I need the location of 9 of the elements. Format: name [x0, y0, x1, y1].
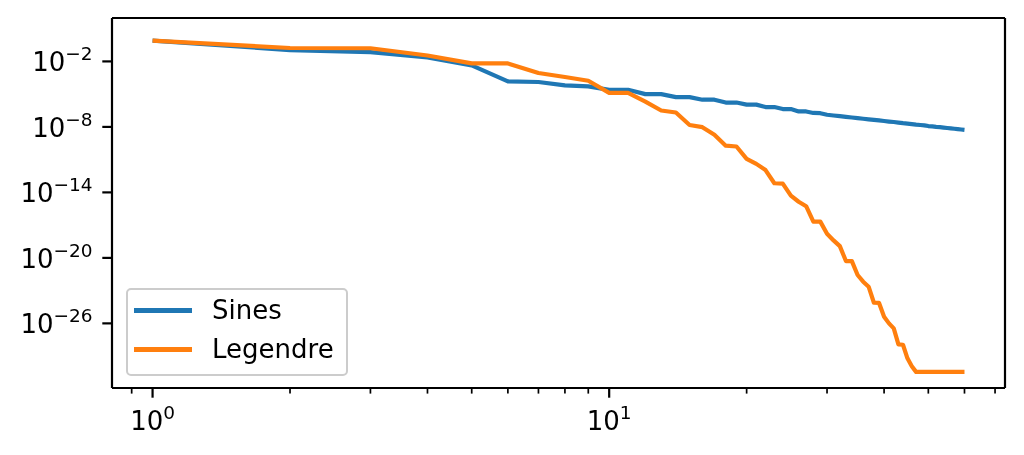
x-tick-label: 10$^{0}$: [130, 402, 175, 436]
legend-label: Sines: [212, 294, 282, 327]
y-tick-label: 10$^{−26}$: [20, 305, 93, 340]
legend-label: Legendre: [212, 333, 334, 366]
y-tick-label: 10$^{−8}$: [32, 108, 93, 143]
y-tick-label: 10$^{−20}$: [20, 239, 93, 274]
x-tick-label: 10$^{1}$: [586, 402, 632, 436]
y-tick-label: 10$^{−14}$: [20, 174, 93, 209]
y-tick-label: 10$^{−2}$: [32, 43, 93, 78]
